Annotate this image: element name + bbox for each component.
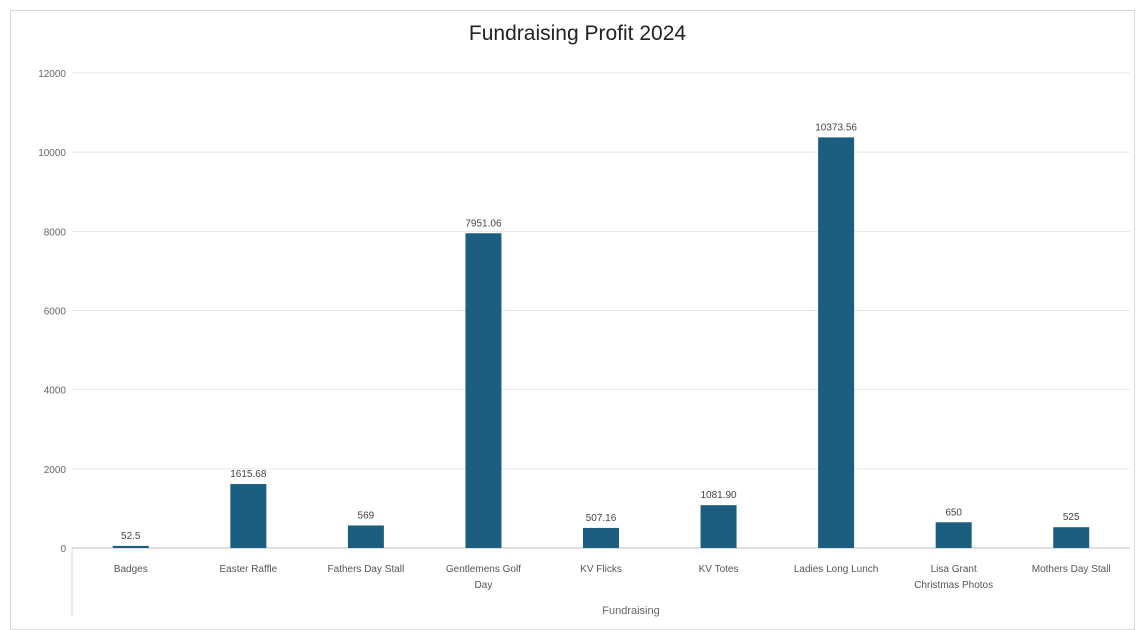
y-tick-label: 4000 bbox=[44, 386, 67, 397]
y-tick-label: 2000 bbox=[44, 465, 67, 476]
bar bbox=[700, 505, 737, 548]
category-label: Easter Raffle bbox=[220, 564, 278, 575]
bar bbox=[230, 484, 267, 548]
y-tick-label: 8000 bbox=[44, 227, 67, 238]
category-label: Mothers Day Stall bbox=[1032, 564, 1111, 575]
bar bbox=[1053, 527, 1090, 548]
data-label: 52.5 bbox=[121, 531, 141, 542]
bar bbox=[583, 527, 619, 548]
y-tick-label: 0 bbox=[60, 544, 66, 555]
y-tick-label: 6000 bbox=[44, 307, 67, 318]
category-label: Lisa Grant bbox=[931, 564, 977, 575]
category-label: Christmas Photos bbox=[914, 580, 993, 591]
data-label: 1615.68 bbox=[230, 469, 267, 480]
category-label: Badges bbox=[114, 564, 148, 575]
bar bbox=[347, 525, 384, 548]
category-label: KV Flicks bbox=[580, 564, 622, 575]
category-label: Gentlemens Golf bbox=[446, 564, 521, 575]
bar bbox=[818, 137, 855, 548]
data-label: 525 bbox=[1063, 512, 1080, 523]
bar-chart: 0 2000 4000 6000 8000 10000 12000 52.5 Badges 161… bbox=[38, 69, 1130, 617]
category-label: Day bbox=[475, 580, 493, 591]
bar bbox=[935, 522, 972, 548]
chart-title: Fundraising Profit 2024 bbox=[468, 22, 687, 45]
x-axis-title: Fundraising bbox=[602, 605, 659, 617]
data-label: 650 bbox=[945, 507, 962, 518]
data-label: 507.16 bbox=[586, 513, 617, 524]
category-label: Ladies Long Lunch bbox=[794, 564, 879, 575]
data-label: 7951.06 bbox=[465, 218, 502, 229]
category-label: Fathers Day Stall bbox=[328, 564, 405, 575]
data-label: 10373.56 bbox=[815, 122, 857, 133]
y-tick-label: 12000 bbox=[38, 69, 66, 80]
data-label: 1081.90 bbox=[700, 490, 737, 501]
bar bbox=[465, 233, 502, 548]
y-tick-label: 10000 bbox=[38, 148, 66, 159]
data-label: 569 bbox=[358, 510, 375, 521]
category-label: KV Totes bbox=[699, 564, 739, 575]
bar bbox=[112, 545, 149, 548]
